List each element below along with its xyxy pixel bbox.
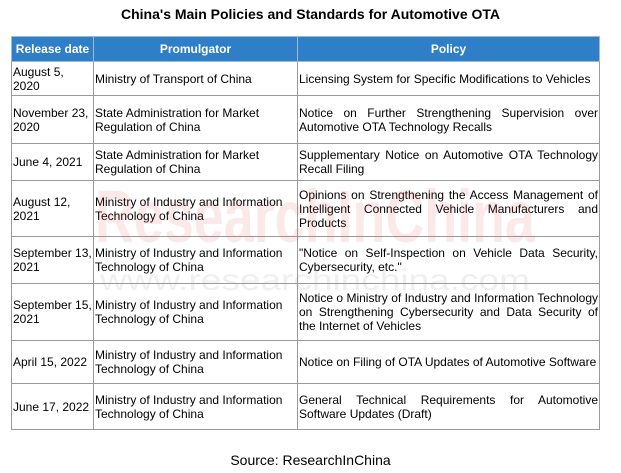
release-date-cell: August 12, 2021 [11,180,94,237]
table-row: June 4, 2021 State Administration for Ma… [11,143,600,181]
promulgator-cell: Ministry of Industry and Information Tec… [93,180,298,237]
header-promulgator: Promulgator [93,36,298,62]
promulgator-cell: Ministry of Industry and Information Tec… [93,236,298,284]
release-date-cell: September 13, 2021 [11,236,94,284]
release-date-cell: September 15, 2021 [11,283,94,341]
header-policy: Policy [297,36,600,62]
release-date-cell: April 15, 2022 [11,340,94,384]
policy-cell: Notice o Ministry of Industry and Inform… [297,283,600,341]
policy-cell: Opinions on Strengthening the Access Man… [297,180,600,237]
table-row: September 13, 2021 Ministry of Industry … [11,236,600,284]
policies-table: Release date Promulgator Policy August 5… [11,36,600,430]
policy-cell: Supplementary Notice on Automotive OTA T… [297,143,600,181]
table-row: September 15, 2021 Ministry of Industry … [11,283,600,341]
promulgator-cell: Ministry of Industry and Information Tec… [93,340,298,384]
policy-cell: "Notice on Self-Inspection on Vehicle Da… [297,236,600,284]
promulgator-cell: Ministry of Industry and Information Tec… [93,283,298,341]
release-date-cell: August 5, 2020 [11,61,94,96]
policy-cell: Notice on Filing of OTA Updates of Autom… [297,340,600,384]
promulgator-cell: State Administration for Market Regulati… [93,143,298,181]
promulgator-cell: Ministry of Industry and Information Tec… [93,383,298,430]
promulgator-cell: Ministry of Transport of China [93,61,298,96]
policy-cell: Licensing System for Specific Modificati… [297,61,600,96]
header-release-date: Release date [11,36,94,62]
release-date-cell: June 17, 2022 [11,383,94,430]
page-title: China's Main Policies and Standards for … [120,6,501,22]
promulgator-cell: State Administration for Market Regulati… [93,95,298,144]
table-row: August 5, 2020 Ministry of Transport of … [11,61,600,96]
source-caption: Source: ResearchInChina [230,452,391,468]
table-row: November 23, 2020 State Administration f… [11,95,600,144]
table-row: August 12, 2021 Ministry of Industry and… [11,180,600,237]
release-date-cell: November 23, 2020 [11,95,94,144]
policy-cell: General Technical Requirements for Autom… [297,383,600,430]
table-row: April 15, 2022 Ministry of Industry and … [11,340,600,384]
policy-cell: Notice on Further Strengthening Supervis… [297,95,600,144]
release-date-cell: June 4, 2021 [11,143,94,181]
table-header-row: Release date Promulgator Policy [11,36,600,62]
table-row: June 17, 2022 Ministry of Industry and I… [11,383,600,430]
